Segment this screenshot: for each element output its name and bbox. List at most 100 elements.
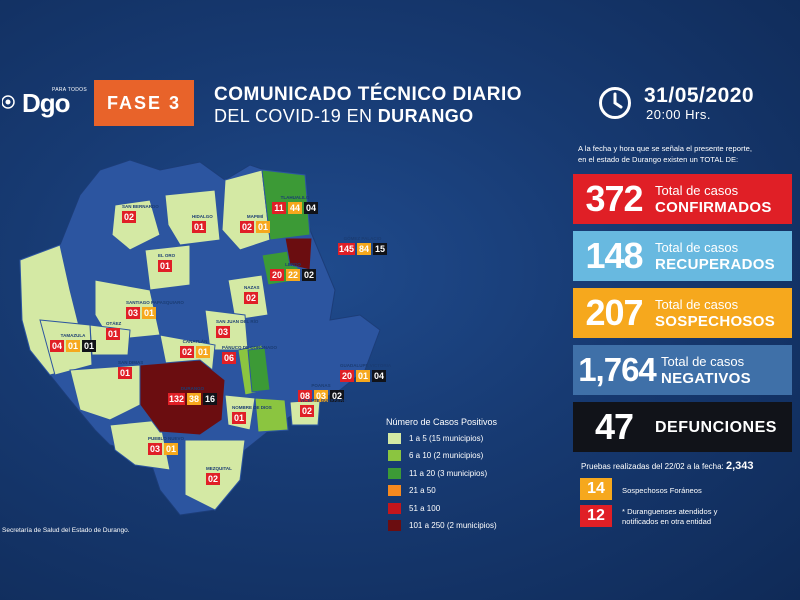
municipio-name: EL ORO <box>158 253 176 258</box>
municipio-marker: MAPIMÍ 02 01 <box>240 214 270 233</box>
legend-item: 101 a 250 (2 municipios) <box>388 520 497 532</box>
municipio-marker: EL ORO 01 <box>158 253 175 272</box>
case-badge: 38 <box>187 393 202 405</box>
pruebas-value: 2,343 <box>726 460 754 472</box>
municipio-marker: HIDALGO 01 <box>192 214 213 233</box>
pruebas-text: Pruebas realizadas del 22/02 a la fecha:… <box>581 460 754 472</box>
subtitle-state: DURANGO <box>377 106 474 126</box>
municipio-name: OTÁEZ <box>106 321 122 326</box>
municipio-marker: MEZQUITAL 02 <box>206 466 232 485</box>
municipio-name: GUADALUPE VICTORIA <box>340 363 392 368</box>
case-badge: 03 <box>148 443 162 455</box>
stat-recuperados: 148 Total de casos RECUPERADOS <box>573 231 792 281</box>
case-badge: 02 <box>240 221 254 233</box>
report-date: 31/05/2020 <box>644 84 755 107</box>
legend-swatch <box>388 485 401 496</box>
municipio-marker: SAN DIMAS 01 <box>118 360 143 379</box>
case-badge: 84 <box>357 243 372 255</box>
clock-icon <box>599 87 631 119</box>
atendidos-line-1: * Duranguenses atendidos y <box>622 507 718 516</box>
municipio-name: POANAS <box>311 383 331 388</box>
stat-label: Total de casos <box>661 354 745 369</box>
municipio-name: SAN BERNARDO <box>122 204 159 209</box>
region-hidalgo <box>164 189 221 246</box>
municipio-name: TAMAZULA <box>60 333 86 338</box>
case-badge: 03 <box>126 307 140 319</box>
municipio-marker: GÓMEZ PALACIO 145 84 15 <box>338 236 388 255</box>
stat-label-bold: NEGATIVOS <box>661 370 751 387</box>
pruebas-label: Pruebas realizadas del 22/02 a la fecha: <box>581 462 724 471</box>
municipio-name: NOMBRE DE DIOS <box>232 405 272 410</box>
municipio-name: PÁNUCO DE CORONADO <box>222 345 278 350</box>
legend-swatch <box>388 467 401 479</box>
legend-swatch <box>388 520 401 531</box>
municipio-name: SAN DIMAS <box>118 360 144 365</box>
intro-text: A la fecha y hora que se señala el prese… <box>578 143 800 165</box>
case-badge: 06 <box>222 352 236 364</box>
dgo-logo: Dgo <box>22 88 71 118</box>
region-poanas <box>254 397 289 433</box>
case-badge: 02 <box>180 346 194 358</box>
legend-label: 11 a 20 (3 municipios) <box>409 468 488 478</box>
case-badge: 20 <box>270 269 284 281</box>
legend-item: 51 a 100 <box>388 502 440 514</box>
legend-label: 51 a 100 <box>409 503 441 513</box>
case-badge: 04 <box>304 202 318 214</box>
municipio-marker: NOMBRE DE DIOS 01 <box>232 405 272 424</box>
atendidos-label: * Duranguenses atendidos y notificados e… <box>622 507 717 526</box>
municipio-marker: GUADALUPE VICTORIA 20 01 04 <box>340 363 391 382</box>
fase-badge: FASE 3 <box>94 80 194 126</box>
case-badge: 11 <box>272 202 286 214</box>
case-badge: 01 <box>256 221 270 233</box>
case-badge: 22 <box>286 269 300 281</box>
case-badge: 01 <box>118 367 132 379</box>
subtitle-prefix: DEL COVID-19 EN <box>214 106 378 126</box>
legend-item: 6 a 10 (2 municipios) <box>388 450 483 462</box>
page-subtitle: DEL COVID-19 EN DURANGO <box>214 106 474 127</box>
durango-map <box>19 159 381 516</box>
legend-label: 101 a 250 (2 municipios) <box>409 521 497 530</box>
municipio-name: GÓMEZ PALACIO <box>343 236 382 241</box>
municipio-name: NAZAS <box>244 285 260 290</box>
stat-label-bold: SOSPECHOSOS <box>655 313 775 330</box>
case-badge: 01 <box>164 443 178 455</box>
atendidos-value: 12 <box>580 505 612 527</box>
municipio-name: MAPIMÍ <box>246 214 264 219</box>
municipio-marker: SANTIAGO PAPASQUIARO 03 01 <box>126 300 184 319</box>
stat-negativos: 1,764 Total de casos NEGATIVOS <box>573 345 792 395</box>
stat-label: Total de casos <box>655 240 739 255</box>
municipio-marker: OTÁEZ 01 <box>106 321 121 340</box>
legend-label: 21 a 50 <box>409 486 436 495</box>
case-badge: 04 <box>372 370 386 382</box>
case-badge: 02 <box>300 405 314 417</box>
stat-value: 207 <box>585 292 643 333</box>
stat-label: Total de casos <box>655 297 739 312</box>
case-badge: 01 <box>82 340 96 352</box>
case-badge: 01 <box>232 412 246 424</box>
case-badge: 15 <box>373 243 388 255</box>
source-credit: Secretaría de Salud del Estado de Durang… <box>2 527 130 534</box>
municipio-marker: PÁNUCO DE CORONADO 06 <box>222 345 277 364</box>
case-badge: 02 <box>244 292 258 304</box>
case-badge: 01 <box>192 221 206 233</box>
legend-label: 6 a 10 (2 municipios) <box>409 451 484 460</box>
case-badge: 01 <box>142 307 156 319</box>
case-badge: 08 <box>298 390 312 402</box>
stat-label-bold: CONFIRMADOS <box>655 199 772 216</box>
municipio-marker: TAMAZULA 04 01 01 <box>50 333 96 352</box>
legend-swatch <box>388 432 401 444</box>
municipio-name: LERDO <box>285 262 301 267</box>
municipio-marker: POANAS 08 03 02 <box>298 383 344 402</box>
municipio-name: PUEBLO NUEVO <box>148 436 185 441</box>
case-badge: 01 <box>158 260 172 272</box>
stat-value: 47 <box>594 406 634 447</box>
municipio-marker: VICENTE GUERRERO 02 <box>300 398 347 417</box>
stat-label-bold: RECUPERADOS <box>655 256 775 273</box>
legend-item: 21 a 50 <box>388 485 436 497</box>
case-badge: 02 <box>206 473 220 485</box>
municipio-marker: CANATLÁN 02 01 <box>180 339 210 358</box>
municipio-marker: SAN JUAN DEL RÍO 03 <box>216 319 258 338</box>
case-badge: 01 <box>196 346 210 358</box>
case-badge: 20 <box>340 370 354 382</box>
stat-label-bold: DEFUNCIONES <box>655 418 777 436</box>
